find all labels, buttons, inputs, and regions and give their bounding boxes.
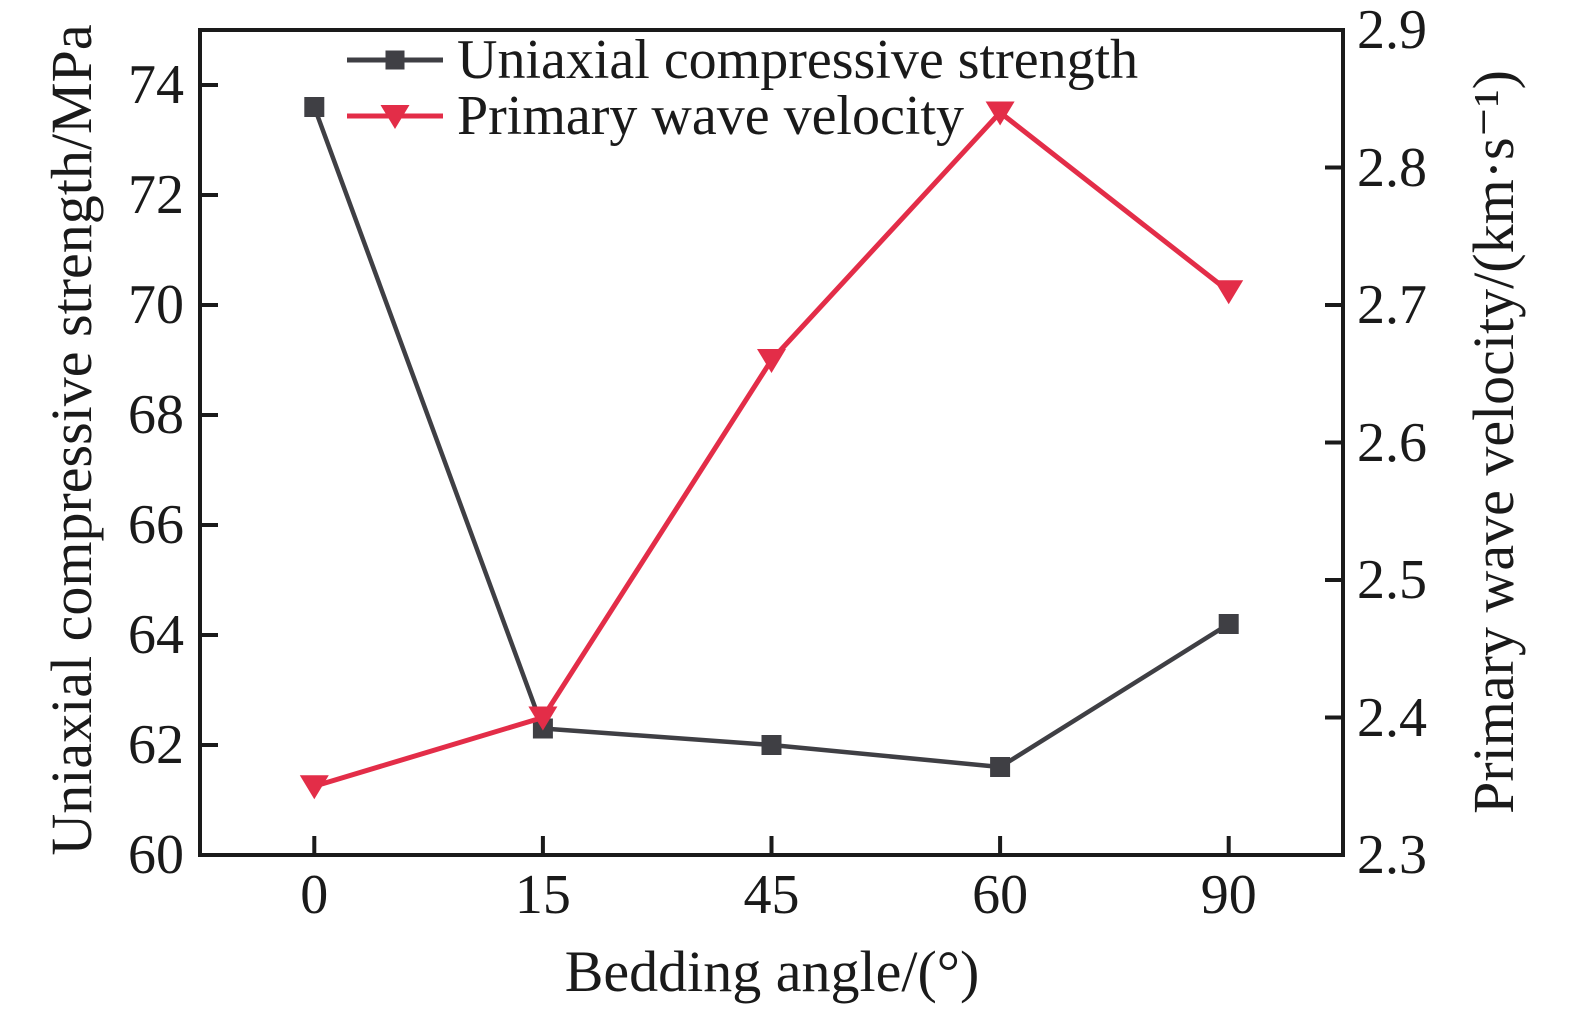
- legend: Uniaxial compressive strength Primary wa…: [345, 32, 1138, 144]
- legend-item-strength: Uniaxial compressive strength: [345, 32, 1138, 88]
- x-axis-tick-label: 0: [300, 864, 329, 926]
- right-axis-tick-label: 2.9: [1357, 0, 1427, 61]
- right-axis-tick-label: 2.4: [1357, 686, 1427, 749]
- right-axis-tick-label: 2.7: [1357, 274, 1427, 336]
- left-axis-tick-label: 72: [128, 164, 184, 226]
- x-axis-title: Bedding angle/(°): [564, 939, 980, 1004]
- legend-triangle-marker-icon: [347, 105, 443, 129]
- right-axis-tick-label: 2.5: [1357, 549, 1427, 611]
- legend-label-velocity: Primary wave velocity: [457, 85, 964, 147]
- left-axis-tick-label: 74: [128, 54, 184, 116]
- right-axis-tick-label: 2.6: [1357, 411, 1427, 474]
- legend-item-velocity: Primary wave velocity: [345, 88, 1138, 144]
- left-axis-tick-label: 68: [128, 384, 184, 446]
- x-axis-tick-label: 60: [972, 864, 1029, 926]
- left-axis-tick-label: 62: [128, 714, 184, 776]
- legend-label-strength: Uniaxial compressive strength: [457, 29, 1139, 91]
- x-axis-tick-label: 90: [1200, 864, 1257, 926]
- left-axis-tick-label: 60: [128, 824, 184, 886]
- left-axis-tick-label: 66: [128, 494, 184, 556]
- right-axis-tick-label: 2.8: [1357, 136, 1427, 199]
- left-axis-title: Uniaxial compressive strength/MPa: [39, 24, 104, 856]
- left-axis-tick-label: 70: [128, 274, 184, 336]
- x-axis-tick-label: 15: [514, 864, 571, 926]
- right-axis-tick-label: 2.3: [1357, 824, 1427, 886]
- legend-square-marker-icon: [347, 50, 443, 70]
- left-axis-tick-label: 64: [128, 604, 184, 666]
- x-axis-tick-label: 45: [743, 864, 800, 926]
- right-axis-title: Primary wave velocity/(km·s⁻¹): [1461, 70, 1526, 814]
